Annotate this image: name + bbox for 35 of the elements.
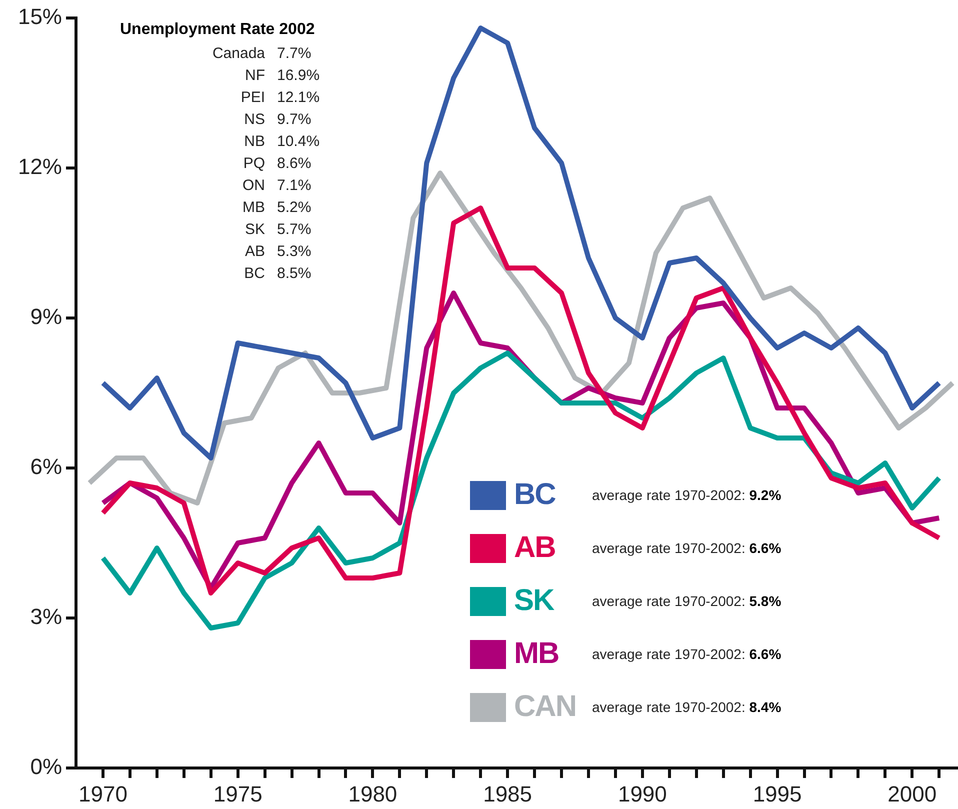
x-tick-label: 1985 [483, 781, 532, 806]
annotation: PQ 8.6% [242, 155, 312, 172]
y-tick-label: 9% [30, 304, 62, 330]
annotation: average rate 1970-2002: 5.8% [592, 593, 782, 609]
y-tick-label: 0% [30, 754, 62, 780]
x-tick-label: 1980 [348, 781, 398, 806]
y-tick-label: 15% [18, 4, 62, 30]
legend-label: CAN [514, 690, 577, 724]
annotation: NF 16.9% [244, 67, 320, 84]
legend-label: SK [514, 584, 556, 618]
annotation: average rate 1970-2002: 9.2% [592, 487, 782, 503]
x-tick-label: 1975 [213, 781, 262, 806]
annotation: average rate 1970-2002: 6.6% [592, 540, 782, 556]
annotation: average rate 1970-2002: 8.4% [592, 699, 782, 715]
legend-label: BC [514, 478, 556, 512]
y-tick-label: 12% [18, 154, 62, 180]
annotation: average rate 1970-2002: 6.6% [592, 646, 782, 662]
x-tick-label: 2000 [888, 781, 937, 806]
x-tick-label: 1990 [618, 781, 667, 806]
legend-label: MB [514, 637, 560, 671]
annotation: ON 7.1% [242, 177, 312, 194]
annotation: PEI 12.1% [240, 89, 320, 106]
x-tick-label: 1970 [78, 781, 128, 806]
annotation: BC 8.5% [243, 265, 312, 282]
chart-title: Unemployment Rate 2002 [120, 21, 315, 39]
annotation: NS 9.7% [243, 111, 312, 128]
x-tick-label: 1995 [752, 781, 802, 806]
annotation: MB 5.2% [242, 199, 312, 216]
y-tick-label: 6% [30, 454, 62, 480]
annotation: AB 5.3% [244, 243, 312, 260]
legend-label: AB [514, 531, 556, 565]
annotation: NB 10.4% [243, 133, 320, 150]
annotation: SK 5.7% [244, 221, 312, 238]
annotation: Canada 7.7% [211, 45, 312, 62]
y-tick-label: 3% [30, 604, 62, 630]
